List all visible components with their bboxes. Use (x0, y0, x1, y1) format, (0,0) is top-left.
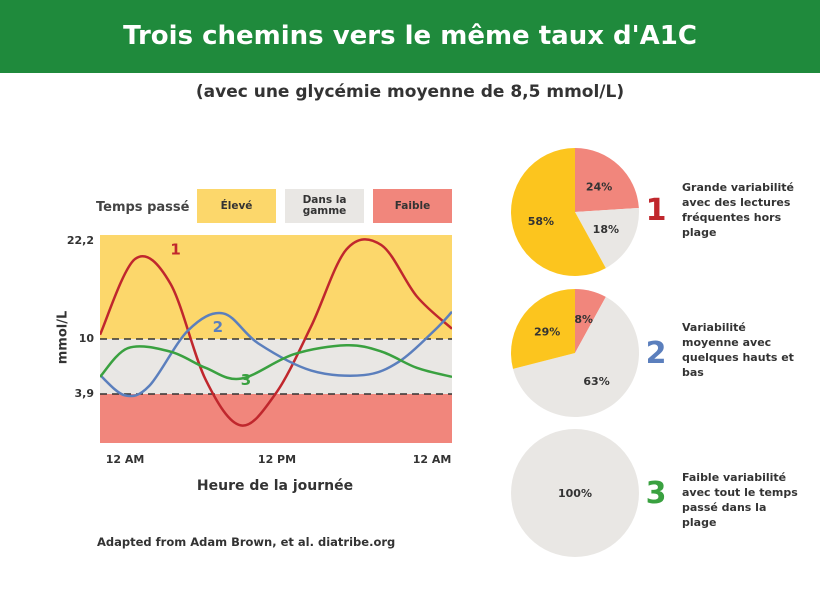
pie-description-1: Grande variabilité avec des lectures fré… (682, 181, 794, 239)
series-label-1: 1 (170, 241, 180, 259)
page-subtitle: (avec une glycémie moyenne de 8,5 mmol/L… (195, 82, 625, 102)
slice-label: 18% (593, 223, 619, 236)
legend-low: Faible (373, 189, 452, 223)
series-label-2: 2 (213, 318, 223, 336)
band-low (100, 394, 452, 443)
series-line-1 (100, 238, 452, 427)
glucose-line-chart: 1 2 3 (100, 235, 452, 443)
series-label-3: 3 (241, 371, 251, 389)
pie-number-2: 2 (645, 336, 667, 371)
pie-chart-2: 8% 63% 29% (511, 289, 639, 417)
slice-label: 100% (558, 487, 592, 500)
legend-high: Élevé (197, 189, 276, 223)
pie-description-2: Variabilité moyenne avec quelques hauts … (682, 321, 794, 379)
pie-chart-1: 24% 18% 58% (511, 148, 639, 276)
series-line-3 (100, 344, 452, 381)
pie-slice (511, 429, 639, 557)
page-title: Trois chemins vers le même taux d'A1C (0, 0, 820, 73)
series-line-2 (100, 310, 452, 398)
slice-label: 24% (586, 180, 612, 193)
y-tick-label: 3,9 (74, 387, 95, 400)
pie-slice (575, 207, 639, 269)
pie-slice (575, 289, 606, 353)
x-axis-label: Heure de la journée (196, 478, 354, 494)
pie-slice (511, 148, 606, 276)
legend-title: Temps passé (96, 200, 190, 215)
y-tick-label: 22,2 (66, 234, 94, 247)
pie-number-3: 3 (645, 476, 667, 511)
x-tick-label: 12 AM (105, 453, 145, 466)
x-tick-label: 12 AM (412, 453, 452, 466)
pie-description-3: Faible variabilité avec tout le temps pa… (682, 471, 798, 529)
x-tick-label: 12 PM (257, 453, 297, 466)
source-credit: Adapted from Adam Brown, et al. diatribe… (97, 535, 396, 549)
pie-slice (575, 148, 639, 212)
slice-label: 8% (574, 313, 593, 326)
pie-number-1: 1 (645, 193, 667, 228)
y-tick-label: 10 (78, 332, 94, 345)
slice-label: 29% (534, 325, 560, 338)
legend-in-range: Dans la gamme (285, 189, 364, 223)
slice-label: 63% (583, 375, 609, 388)
band-high (100, 235, 452, 339)
slice-label: 58% (528, 215, 554, 228)
pie-slice (511, 289, 575, 369)
pie-slice (513, 296, 639, 417)
pie-chart-3: 100% (511, 429, 639, 557)
